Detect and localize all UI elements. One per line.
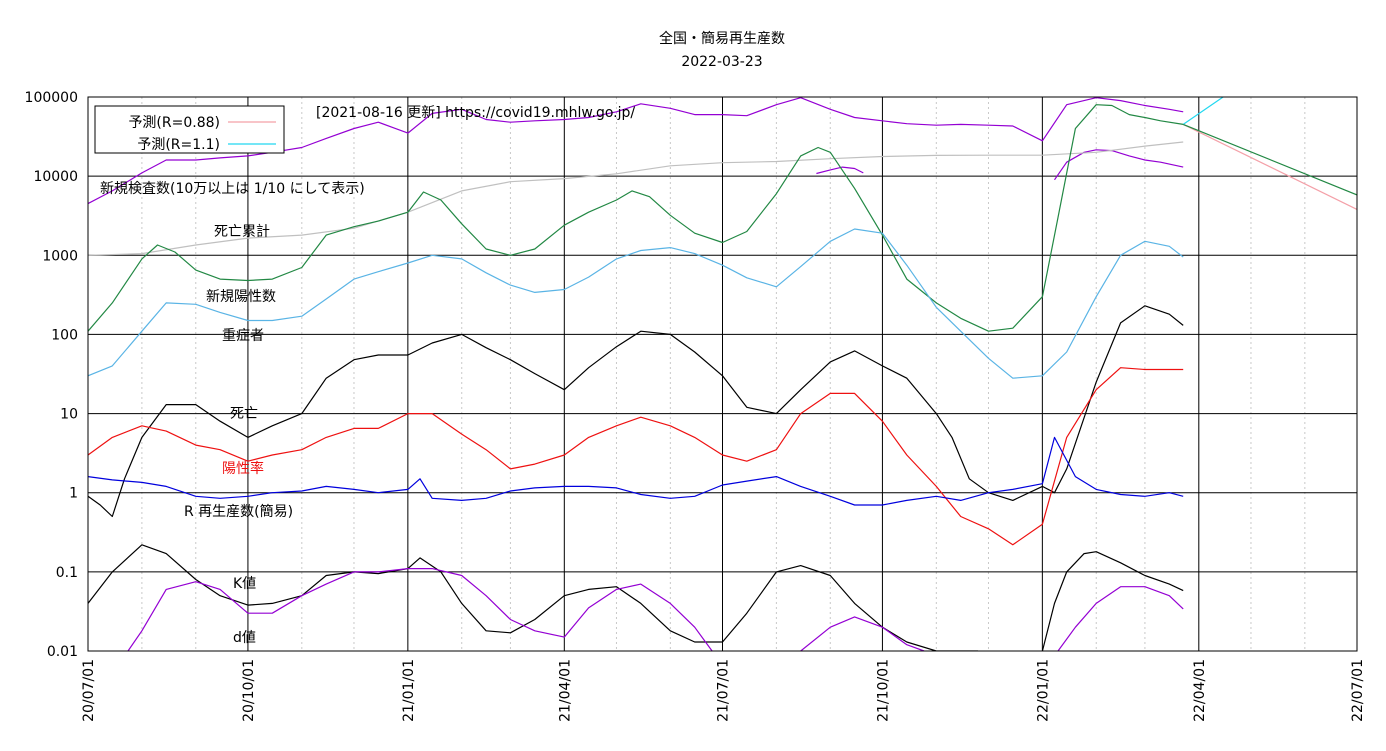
series-annotation: 死亡累計 bbox=[214, 224, 270, 240]
series-line bbox=[816, 166, 864, 175]
series-line bbox=[88, 544, 978, 651]
series-line bbox=[88, 104, 1184, 332]
series-annotation: K値 bbox=[233, 576, 256, 592]
grid-layer bbox=[88, 97, 1357, 651]
annotation-layer: 新規検査数(10万以上は 1/10 にして表示) 死亡累計新規陽性数重症者死亡陽性… bbox=[100, 181, 365, 646]
series-annotation: 重症者 bbox=[222, 328, 264, 344]
x-tick-label: 21/10/01 bbox=[875, 659, 891, 722]
x-tick-label: 22/04/01 bbox=[1192, 659, 1208, 722]
chart-title: 全国・簡易再生産数 bbox=[659, 30, 785, 47]
series-annotation: 新規検査数(10万以上は 1/10 にして表示) bbox=[100, 181, 365, 197]
series-annotation: d値 bbox=[233, 630, 256, 646]
y-tick-label: 100000 bbox=[25, 90, 78, 106]
series-line bbox=[1041, 551, 1184, 651]
series-annotation: 新規陽性数 bbox=[206, 289, 276, 305]
plot-frame bbox=[87, 96, 1358, 652]
chart-subtitle: 2022-03-23 bbox=[681, 54, 762, 70]
series-layer bbox=[88, 97, 1357, 651]
series-annotation: 死亡 bbox=[230, 406, 258, 422]
x-tick-label: 22/01/01 bbox=[1035, 659, 1051, 722]
series-line bbox=[1054, 149, 1184, 181]
x-tick-label: 22/07/01 bbox=[1350, 659, 1366, 722]
x-tick-label: 21/01/01 bbox=[401, 659, 417, 722]
x-tick-label: 20/07/01 bbox=[81, 659, 97, 722]
frame-layer bbox=[87, 96, 1358, 652]
legend-box bbox=[94, 105, 285, 154]
series-line bbox=[1182, 123, 1357, 196]
series-line bbox=[88, 436, 1184, 506]
y-tick-label: 1 bbox=[69, 486, 78, 502]
legend-label: 予測(R=0.88) bbox=[128, 115, 220, 131]
legend-layer: 予測(R=0.88) 予測(R=1.1) bbox=[94, 105, 285, 154]
x-tick-label: 20/10/01 bbox=[241, 659, 257, 722]
y-tick-label: 1000 bbox=[42, 248, 78, 264]
y-tick-label: 10 bbox=[60, 407, 78, 423]
series-line bbox=[88, 228, 1184, 379]
series-line bbox=[1057, 586, 1184, 651]
x-tick-label: 21/04/01 bbox=[557, 659, 573, 722]
series-line bbox=[88, 305, 1184, 518]
series-annotation: 陽性率 bbox=[222, 460, 264, 477]
series-line bbox=[88, 367, 1184, 546]
tick-layer: 20/07/01 20/10/01 21/01/01 21/04/01 21/07/01… bbox=[25, 90, 1366, 722]
y-tick-label: 0.01 bbox=[47, 644, 78, 660]
y-tick-label: 10000 bbox=[33, 169, 78, 185]
y-tick-label: 100 bbox=[51, 327, 78, 343]
series-line bbox=[800, 616, 925, 651]
series-annotation: R 再生産数(簡易) bbox=[184, 504, 293, 520]
series-line bbox=[127, 567, 713, 651]
y-tick-label: 0.1 bbox=[56, 565, 78, 581]
series-line bbox=[88, 141, 1184, 256]
series-line bbox=[1182, 97, 1224, 125]
update-note: [2021-08-16 更新] https://covid19.mhlw.go.… bbox=[316, 105, 635, 121]
x-tick-label: 21/07/01 bbox=[716, 659, 732, 722]
legend-label: 予測(R=1.1) bbox=[137, 137, 220, 153]
series-line bbox=[1182, 123, 1357, 210]
